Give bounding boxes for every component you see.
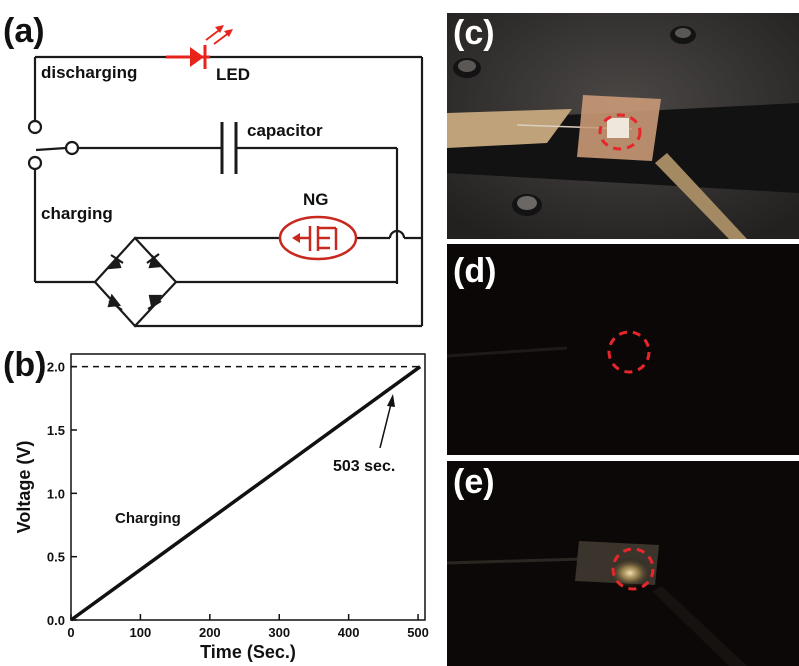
annotation-arrowhead xyxy=(387,394,395,407)
photo-led-off: (d) xyxy=(447,244,799,455)
ng-icon xyxy=(278,215,358,261)
x-tick-label: 100 xyxy=(130,625,152,640)
switch-terminal-pivot xyxy=(64,140,80,156)
annotation-arrow xyxy=(379,403,392,449)
x-tick-label: 300 xyxy=(268,625,290,640)
circuit-diagram: (a) discharging LED capacitor charging N… xyxy=(3,12,424,328)
photo-led-on: (e) xyxy=(447,461,799,666)
y-tick-label: 0.5 xyxy=(47,550,65,565)
photo-device-closeup: (c) xyxy=(447,13,799,239)
switch-terminal-bottom xyxy=(27,155,43,171)
panel-d-label: (d) xyxy=(453,252,497,290)
end-time-annotation: 503 sec. xyxy=(333,458,395,475)
discharging-label: discharging xyxy=(41,63,137,82)
charging-label: charging xyxy=(41,204,113,223)
x-tick-label: 200 xyxy=(199,625,221,640)
x-tick-label: 400 xyxy=(338,625,360,640)
y-tick-label: 2.0 xyxy=(47,360,65,375)
charging-curve xyxy=(69,365,422,622)
charging-curve-label: Charging xyxy=(115,510,181,527)
led-icon xyxy=(166,25,233,69)
switch-terminal-top xyxy=(27,119,43,135)
panel-c-label: (c) xyxy=(453,14,495,52)
diode-icon xyxy=(106,253,164,311)
ng-label: NG xyxy=(303,190,329,209)
x-tick-label: 500 xyxy=(407,625,429,640)
capacitor-label: capacitor xyxy=(247,121,323,140)
plot-frame xyxy=(70,353,426,621)
panel-b-label: (b) xyxy=(3,346,46,384)
led-label: LED xyxy=(216,65,250,84)
panel-a-label: (a) xyxy=(3,12,45,50)
charging-chart: (b) 0 100 200 300 400 500 0.0 0.5 1.0 1.5 2.0 Time… xyxy=(3,346,429,662)
y-tick-label: 1.0 xyxy=(47,486,65,501)
x-tick-label: 0 xyxy=(67,625,74,640)
panel-e-label: (e) xyxy=(453,463,495,501)
y-axis-label: Voltage (V) xyxy=(14,441,34,534)
x-axis-label: Time (Sec.) xyxy=(200,642,296,662)
y-tick-label: 0.0 xyxy=(47,613,65,628)
y-tick-label: 1.5 xyxy=(47,423,65,438)
